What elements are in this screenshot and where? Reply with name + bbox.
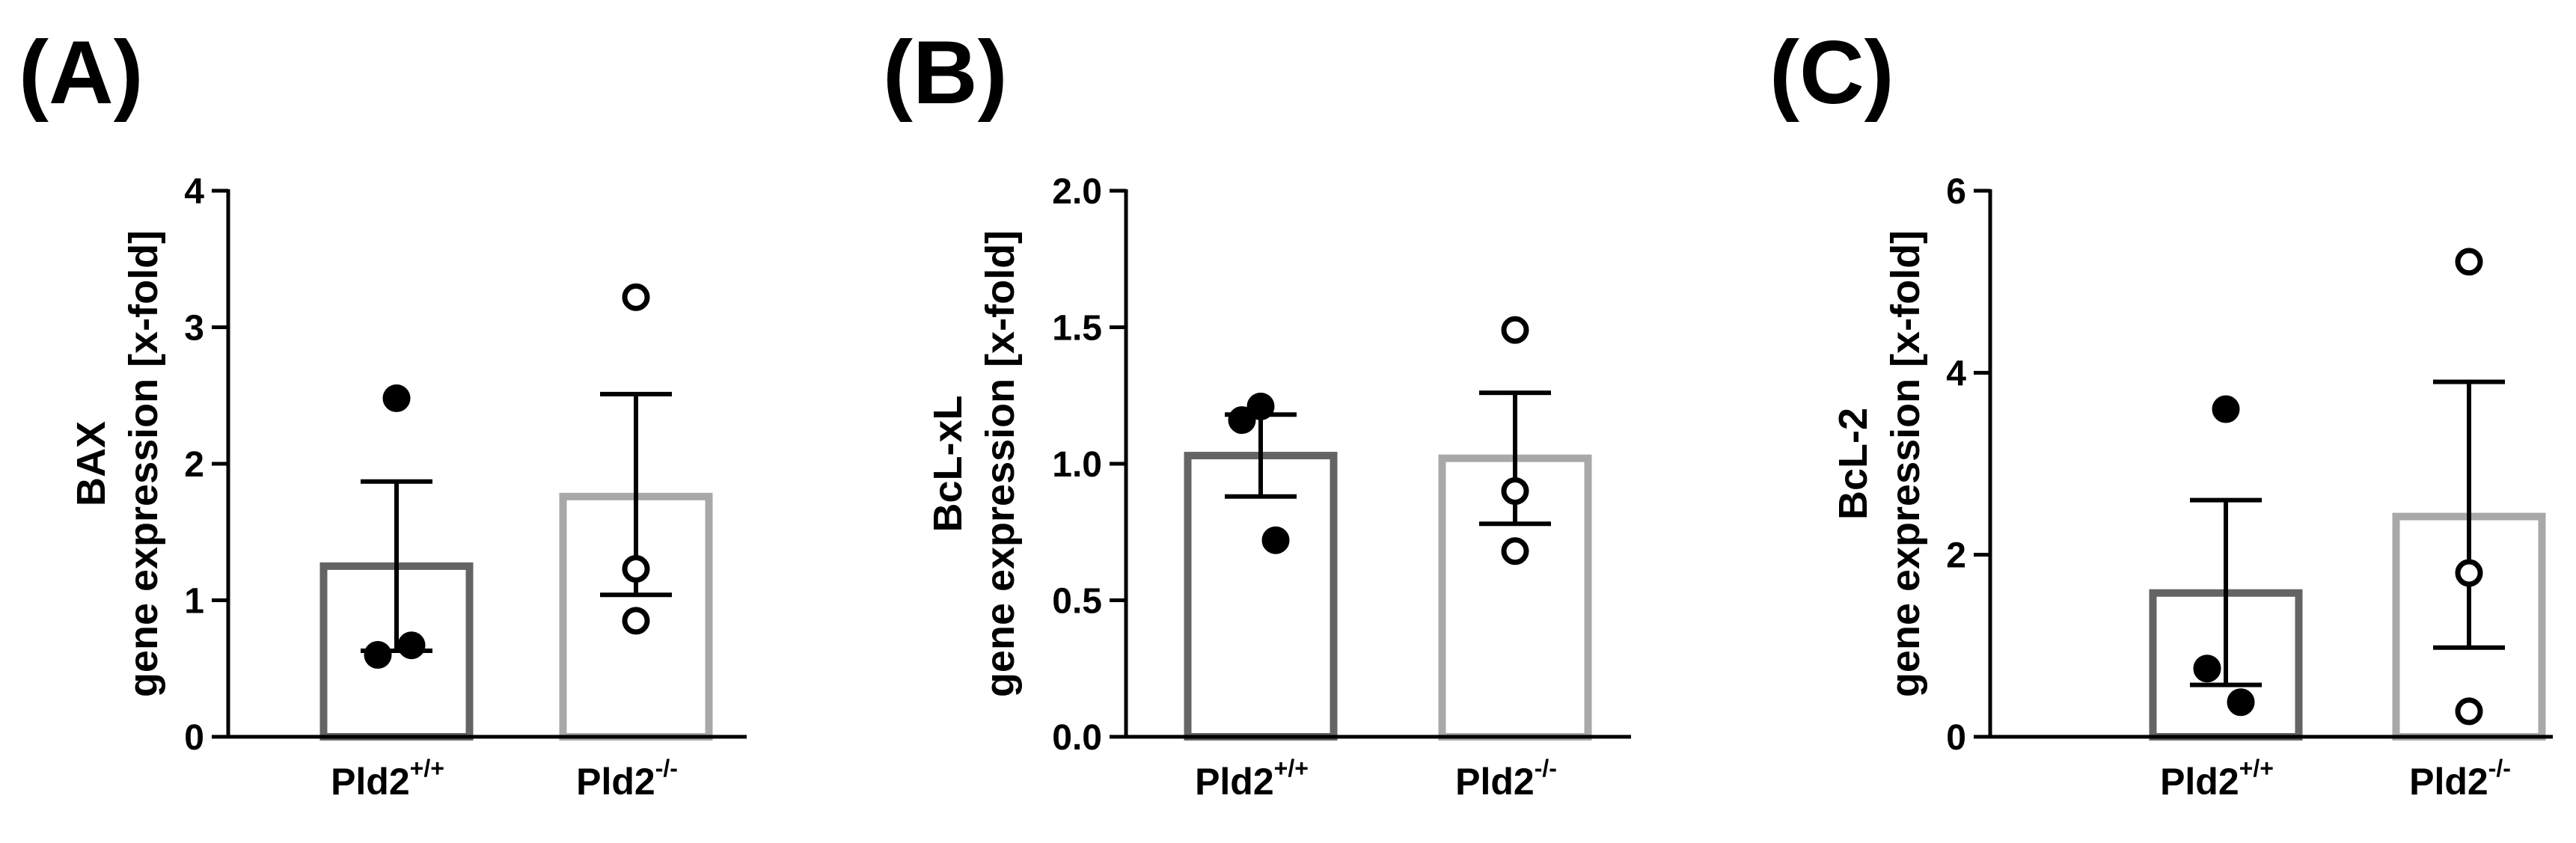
data-point	[2227, 688, 2255, 717]
y-tick-label: 1.5	[1052, 309, 1102, 349]
category-genotype-superscript: -/-	[2488, 755, 2511, 782]
y-axis-title-gene: BAX	[69, 421, 114, 506]
y-tick-label: 1	[184, 582, 204, 622]
y-axis-title-unit: gene expression [x-fold]	[121, 230, 166, 697]
x-category-label: Pld2-/-	[2409, 755, 2511, 803]
data-point	[2212, 395, 2240, 423]
data-point	[1246, 392, 1275, 420]
category-genotype-superscript: +/+	[2239, 755, 2274, 782]
category-genotype-superscript: -/-	[1535, 755, 1557, 782]
y-tick-label: 6	[1946, 172, 1966, 212]
x-category-label: Pld2+/+	[1195, 755, 1309, 803]
panel-label: (A)	[19, 22, 144, 123]
data-point	[622, 555, 650, 583]
chart-panel-c: (C) 0 2 4 6 BcL-2 gene expression [x-fold] Pld2…	[1769, 22, 2553, 803]
x-category-label: Pld2-/-	[576, 755, 678, 803]
data-point	[2455, 697, 2483, 726]
y-axis-title-gene: BcL-2	[1831, 408, 1876, 520]
data-point	[1501, 537, 1529, 565]
chart-panel-b: (B) 0.0 0.5 1.0 1.5 2.0 BcL-xL gene expression …	[883, 22, 1631, 803]
data-point	[1261, 526, 1290, 554]
y-tick-label: 2	[184, 445, 204, 485]
data-point	[382, 384, 411, 412]
y-tick-label: 0	[184, 718, 204, 758]
category-genotype-superscript: +/+	[410, 755, 444, 782]
y-tick-label: 4	[1946, 354, 1966, 393]
y-axis-title-gene: BcL-xL	[926, 395, 970, 532]
x-category-label: Pld2-/-	[1455, 755, 1557, 803]
y-tick-label: 2.0	[1052, 172, 1102, 212]
data-point	[397, 631, 426, 660]
category-name: Pld2	[576, 761, 655, 803]
panel-label: (B)	[883, 22, 1008, 123]
category-name: Pld2	[2160, 761, 2239, 803]
data-point	[622, 607, 650, 635]
data-point	[1501, 316, 1529, 344]
data-point	[622, 283, 650, 311]
x-category-label: Pld2+/+	[331, 755, 444, 803]
category-name: Pld2	[1455, 761, 1535, 803]
data-point	[364, 641, 392, 669]
y-tick-label: 4	[184, 172, 204, 212]
y-tick-label: 3	[184, 309, 204, 349]
category-genotype-superscript: -/-	[655, 755, 678, 782]
x-category-label: Pld2+/+	[2160, 755, 2274, 803]
category-genotype-superscript: +/+	[1274, 755, 1309, 782]
data-point	[2455, 559, 2483, 587]
y-axis-title-unit: gene expression [x-fold]	[1883, 230, 1928, 697]
y-tick-label: 2	[1946, 536, 1966, 576]
data-point	[2455, 248, 2483, 276]
category-name: Pld2	[1195, 761, 1274, 803]
y-tick-label: 0.0	[1052, 718, 1102, 758]
data-point	[2193, 655, 2221, 683]
data-point	[1228, 406, 1256, 435]
panel-label: (C)	[1769, 22, 1894, 123]
y-tick-label: 0.5	[1052, 582, 1102, 622]
y-tick-label: 1.0	[1052, 445, 1102, 485]
y-tick-label: 0	[1946, 718, 1966, 758]
data-point	[1501, 477, 1529, 505]
y-axis-title-unit: gene expression [x-fold]	[978, 230, 1023, 697]
category-name: Pld2	[331, 761, 410, 803]
category-name: Pld2	[2409, 761, 2488, 803]
